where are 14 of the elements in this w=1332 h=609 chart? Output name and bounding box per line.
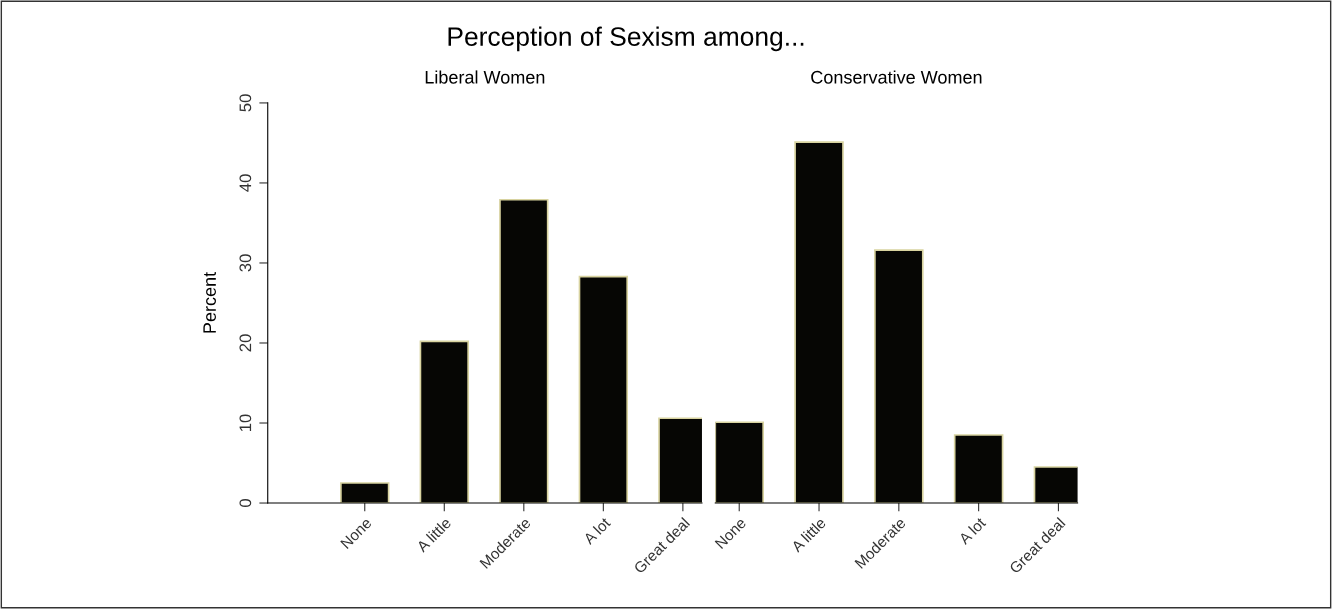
y-tick-label: 10 [239, 414, 252, 432]
y-axis-title: Percent [203, 272, 216, 333]
x-tick-label: A little [790, 516, 827, 553]
y-tick-label: 0 [239, 499, 252, 508]
chart-subtitle: Liberal Women [425, 70, 545, 84]
x-tick-label: A lot [582, 516, 612, 546]
y-tick-label: 40 [239, 174, 252, 192]
y-tick-label: 50 [239, 94, 252, 112]
x-tick-label: A little [415, 516, 452, 553]
chart-title: Perception of Sexism among... [448, 26, 804, 52]
chart-subtitle: Conservative Women [811, 70, 982, 84]
y-tick-label: 30 [239, 254, 252, 272]
y-tick-label: 20 [239, 334, 252, 352]
x-tick-label: A lot [957, 516, 987, 546]
